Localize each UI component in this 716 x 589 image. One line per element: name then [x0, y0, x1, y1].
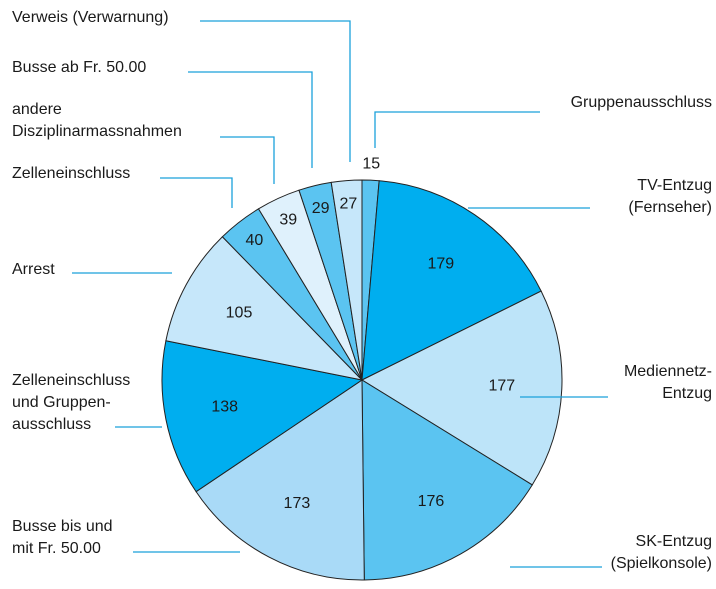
leader-line [188, 71, 313, 168]
value-label: 40 [245, 232, 263, 249]
category-label-line: und Gruppen- [12, 394, 111, 411]
category-label: Gruppenausschluss [571, 94, 712, 111]
category-label: Zelleneinschluss und Gruppen-ausschluss [12, 372, 130, 433]
category-label-line: (Spielkonsole) [611, 555, 712, 572]
value-label: 15 [362, 155, 380, 172]
pie-slice [360, 290, 563, 486]
value-label: 179 [427, 256, 454, 273]
category-label: Busse bis und mit Fr. 50.00 [12, 518, 113, 557]
value-label: 27 [340, 196, 358, 213]
value-label: 177 [489, 378, 516, 395]
category-label-line: Busse ab Fr. 50.00 [12, 59, 146, 76]
category-label-line: ausschluss [12, 416, 91, 433]
category-label-line: Gruppenausschluss [571, 94, 712, 111]
value-label: 105 [226, 304, 253, 321]
value-label: 29 [312, 200, 330, 217]
category-label-line: Zelleneinschluss [12, 165, 130, 182]
category-label-line: andere [12, 101, 62, 118]
category-label-line: Busse bis und [12, 518, 113, 535]
category-label: Mediennetz- Entzug [624, 363, 712, 402]
pie-slice [195, 379, 365, 581]
category-label: Zelleneinschluss [12, 165, 130, 182]
pie-slice [361, 180, 542, 381]
category-label-line: mit Fr. 50.00 [12, 540, 101, 557]
value-label: 138 [211, 399, 238, 416]
category-label: SK-Entzug (Spielkonsole) [611, 533, 712, 572]
category-label-line: Arrest [12, 261, 55, 278]
category-label-line: Disziplinarmassnahmen [12, 123, 182, 140]
category-label-line: (Fernseher) [628, 199, 712, 216]
category-label: Verweis (Verwarnung) [12, 9, 169, 26]
value-label: 176 [418, 493, 445, 510]
leader-line [374, 111, 540, 148]
category-label: Arrest [12, 261, 55, 278]
category-label-line: TV-Entzug [637, 177, 712, 194]
category-label-line: Entzug [662, 385, 712, 402]
pie-slice [165, 236, 364, 381]
leader-line [220, 136, 275, 184]
category-label: TV-Entzug (Fernseher) [628, 177, 712, 216]
leader-line [200, 20, 351, 162]
category-label: Busse ab Fr. 50.00 [12, 59, 146, 76]
category-label-line: Verweis (Verwarnung) [12, 9, 169, 26]
leader-line [160, 177, 233, 208]
pie-slice [161, 340, 364, 493]
pie-slice [361, 379, 533, 581]
category-label-line: Zelleneinschluss [12, 372, 130, 389]
category-label-line: Mediennetz- [624, 363, 712, 380]
category-label-line: SK-Entzug [636, 533, 712, 550]
pie-slice [330, 179, 363, 381]
category-label: andere Disziplinarmassnahmen [12, 101, 182, 140]
value-label: 39 [279, 211, 297, 228]
value-label: 173 [284, 495, 311, 512]
